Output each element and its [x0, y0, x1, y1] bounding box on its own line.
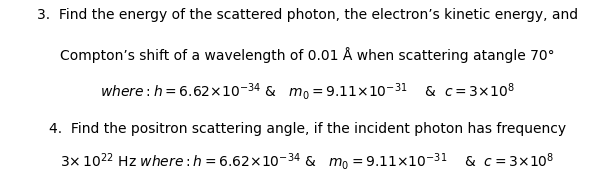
- Text: Compton’s shift of a wavelength of 0.01 Å when scattering at​angle 70°: Compton’s shift of a wavelength of 0.01 …: [60, 47, 555, 63]
- Text: 4.  Find the positron scattering angle, if the incident photon has frequency: 4. Find the positron scattering angle, i…: [49, 122, 566, 136]
- Text: 3.  Find the energy of the scattered photon, the electron’s kinetic energy, and: 3. Find the energy of the scattered phot…: [37, 8, 578, 22]
- Text: $3{\times}\, 10^{22}$ Hz $\mathit{where: h} = 6.62{\times}10^{-34}$ &   $\mathit: $3{\times}\, 10^{22}$ Hz $\mathit{where:…: [60, 151, 555, 171]
- Text: $\mathit{where: h} = 6.62{\times}10^{-34}$ &   $\mathit{m_0} = 9.11{\times}10^{-: $\mathit{where: h} = 6.62{\times}10^{-34…: [100, 81, 515, 102]
